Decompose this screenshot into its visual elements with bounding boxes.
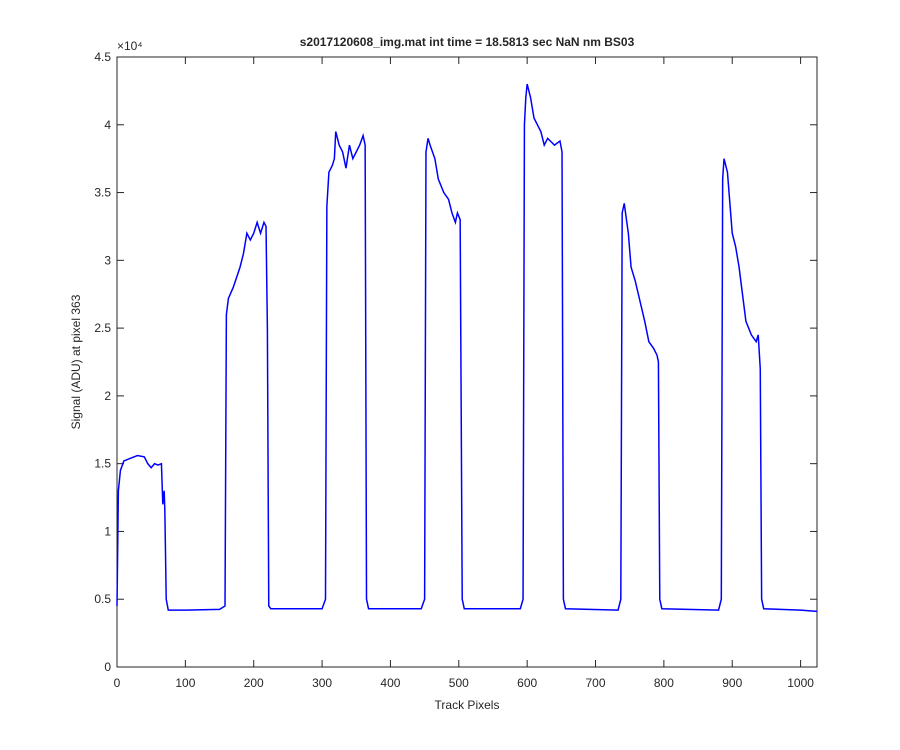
x-tick-label: 700 — [586, 676, 606, 690]
chart-title: s2017120608_img.mat int time = 18.5813 s… — [300, 35, 635, 49]
x-tick-label: 300 — [312, 676, 332, 690]
x-tick-label: 500 — [449, 676, 469, 690]
y-tick-label: 1.5 — [94, 457, 111, 471]
data-line — [116, 83, 818, 613]
x-axis-label: Track Pixels — [435, 698, 500, 712]
y-tick-label: 3.5 — [94, 186, 111, 200]
y-tick-label: 2 — [104, 389, 111, 403]
x-tick-label: 200 — [244, 676, 264, 690]
y-exponent: ×10⁴ — [117, 39, 143, 53]
y-axis-label: Signal (ADU) at pixel 363 — [69, 294, 83, 429]
x-tick-label: 800 — [654, 676, 674, 690]
y-tick-label: 2.5 — [94, 321, 111, 335]
x-tick-label: 400 — [380, 676, 400, 690]
y-tick-label: 0.5 — [94, 592, 111, 606]
y-tick-label: 3 — [104, 253, 111, 267]
y-tick-label: 0 — [104, 660, 111, 674]
x-tick-label: 0 — [114, 676, 121, 690]
x-tick-label: 100 — [175, 676, 195, 690]
plot-area — [116, 56, 818, 668]
x-tick-label: 600 — [517, 676, 537, 690]
y-tick-label: 4 — [104, 118, 111, 132]
x-tick-label: 1000 — [787, 676, 814, 690]
y-tick-label: 1 — [104, 524, 111, 538]
y-tick-label: 4.5 — [94, 50, 111, 64]
x-tick-label: 900 — [722, 676, 742, 690]
